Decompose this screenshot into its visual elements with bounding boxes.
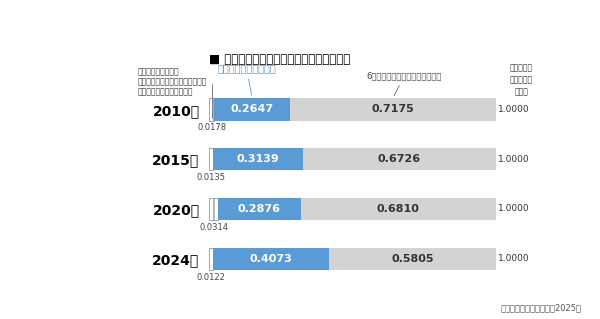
Bar bbox=[303, 148, 496, 170]
Text: ■ 代表的価値観に対する主な属性の説明力: ■ 代表的価値観に対する主な属性の説明力 bbox=[209, 53, 350, 66]
Text: 0.0314: 0.0314 bbox=[199, 223, 228, 232]
Bar bbox=[209, 98, 214, 121]
Text: 0.5805: 0.5805 bbox=[391, 254, 434, 264]
Text: 1.0000: 1.0000 bbox=[499, 105, 530, 114]
Text: 1.0000: 1.0000 bbox=[499, 254, 530, 263]
Text: 6つの要因では説明できない部分: 6つの要因では説明できない部分 bbox=[367, 71, 442, 96]
Text: 価値観１軸
因子スコア
分数値: 価値観１軸 因子スコア 分数値 bbox=[510, 63, 533, 96]
Text: 0.0178: 0.0178 bbox=[197, 123, 226, 132]
Text: 0.3139: 0.3139 bbox=[236, 154, 280, 164]
Bar bbox=[209, 148, 213, 170]
Bar bbox=[213, 248, 329, 270]
Bar bbox=[218, 198, 301, 220]
Text: 価値スタイルの寄与分: 価値スタイルの寄与分 bbox=[217, 63, 276, 95]
Text: 0.6810: 0.6810 bbox=[377, 204, 419, 214]
Bar bbox=[213, 148, 303, 170]
Bar bbox=[209, 248, 213, 270]
Text: （出所）「消費社会白書2025」: （出所）「消費社会白書2025」 bbox=[501, 304, 582, 313]
Text: 1.0000: 1.0000 bbox=[499, 204, 530, 213]
Text: 0.2647: 0.2647 bbox=[230, 104, 274, 114]
Text: 1.0000: 1.0000 bbox=[499, 155, 530, 164]
Bar bbox=[290, 98, 496, 121]
Text: 0.0122: 0.0122 bbox=[197, 273, 226, 282]
Text: 性別、年代、世代、
ライフステージ、職業業種などの
消費者の基本属性の寄与分: 性別、年代、世代、 ライフステージ、職業業種などの 消費者の基本属性の寄与分 bbox=[137, 67, 212, 118]
Bar bbox=[301, 198, 496, 220]
Text: 0.4073: 0.4073 bbox=[250, 254, 292, 264]
Text: 0.6726: 0.6726 bbox=[378, 154, 421, 164]
Bar bbox=[209, 198, 218, 220]
Bar bbox=[329, 248, 496, 270]
Text: 0.0135: 0.0135 bbox=[197, 173, 226, 182]
Text: 0.7175: 0.7175 bbox=[371, 104, 414, 114]
Bar bbox=[214, 98, 290, 121]
Text: 0.2876: 0.2876 bbox=[238, 204, 281, 214]
